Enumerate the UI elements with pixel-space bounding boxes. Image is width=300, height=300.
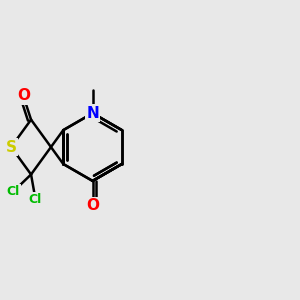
Text: Cl: Cl (6, 185, 20, 198)
Text: Cl: Cl (29, 193, 42, 206)
Text: N: N (86, 106, 99, 121)
Text: O: O (86, 198, 99, 213)
Text: S: S (6, 140, 17, 154)
Text: O: O (17, 88, 30, 104)
